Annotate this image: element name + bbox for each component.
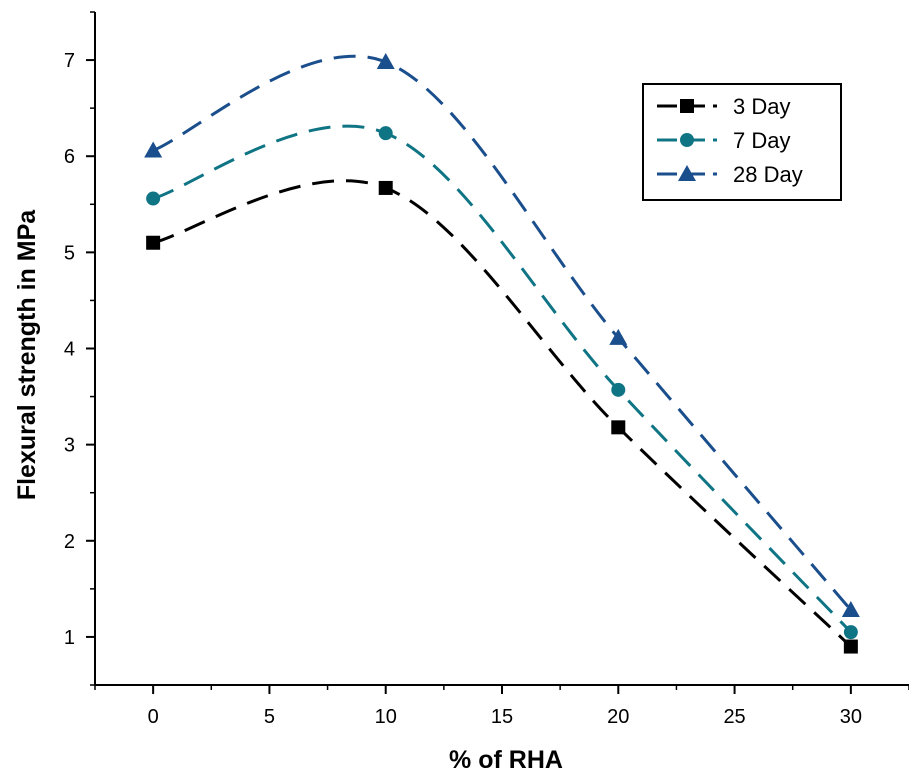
- axes: 0 5 10 15 20 25 30 1 2 3 4 5 6 7: [64, 11, 909, 728]
- y-tick-label: 3: [64, 435, 75, 457]
- data-point: [376, 52, 395, 69]
- data-point: [146, 191, 161, 206]
- y-tick-label: 6: [64, 146, 75, 168]
- x-tick-label: 0: [148, 706, 159, 728]
- y-tick-label: 5: [64, 242, 75, 264]
- series-line: [152, 179, 852, 648]
- legend-swatch-marker: [680, 99, 694, 113]
- legend-swatch-marker: [678, 165, 696, 181]
- x-tick-label: 30: [840, 706, 862, 728]
- legend-label: 3 Day: [733, 94, 790, 119]
- data-point: [611, 420, 626, 435]
- legend-item: 28 Day: [657, 162, 803, 187]
- y-tick-label: 1: [64, 627, 75, 649]
- legend-label: 7 Day: [733, 128, 790, 153]
- legend-box: [642, 83, 842, 201]
- series-group: [144, 52, 860, 654]
- data-point: [144, 141, 163, 158]
- y-tick-label: 4: [64, 339, 75, 361]
- legend-item: 3 Day: [657, 94, 790, 119]
- data-point: [841, 601, 860, 618]
- y-axis-title: Flexural strength in MPa: [13, 209, 41, 500]
- x-tick-label: 5: [264, 706, 275, 728]
- legend-label: 28 Day: [733, 162, 803, 187]
- x-tick-label: 10: [375, 706, 397, 728]
- data-point: [611, 382, 626, 397]
- x-tick-label: 25: [723, 706, 745, 728]
- series-28-day: [144, 52, 860, 618]
- legend-item: 7 Day: [657, 128, 790, 153]
- data-point: [378, 126, 393, 141]
- data-point: [843, 639, 858, 654]
- data-point: [843, 625, 858, 640]
- legend: 3 Day 7 Day 28 Day: [642, 83, 842, 201]
- data-point: [146, 235, 161, 250]
- series-7-day: [146, 124, 858, 640]
- y-tick-label: 7: [64, 50, 75, 72]
- y-tick-label: 2: [64, 531, 75, 553]
- series-3-day: [146, 179, 858, 654]
- x-tick-label: 15: [491, 706, 513, 728]
- x-tick-label: 20: [607, 706, 629, 728]
- data-point: [378, 180, 393, 195]
- series-line: [152, 54, 852, 611]
- legend-swatch-marker: [680, 133, 694, 147]
- data-point: [609, 328, 628, 345]
- x-axis-title: % of RHA: [449, 746, 563, 774]
- series-line: [152, 124, 852, 634]
